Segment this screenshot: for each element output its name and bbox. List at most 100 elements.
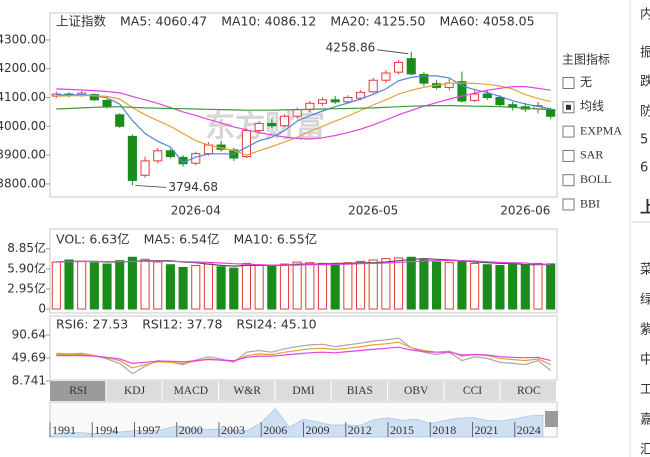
sidebar-item[interactable]: 嘉 [640, 413, 650, 428]
volume-bar [482, 264, 492, 310]
volume-bar [419, 259, 429, 310]
candle-body [419, 73, 429, 84]
volume-bar [444, 262, 454, 310]
checkbox[interactable] [562, 125, 575, 138]
tab[interactable] [50, 381, 106, 401]
range-handle[interactable] [545, 411, 558, 427]
y-tick-label: 4100.00 [0, 90, 46, 104]
volume-bar [533, 262, 543, 310]
year-label: 2021 [475, 423, 499, 437]
volume-bar [406, 256, 416, 310]
candle-body [406, 58, 416, 75]
year-label: 1994 [94, 423, 118, 437]
tab-label[interactable]: DMI [292, 385, 315, 397]
sidebar-item[interactable]: 跌 [640, 74, 650, 90]
tab[interactable] [388, 381, 444, 401]
candle-body [343, 97, 353, 103]
volume-panel [49, 228, 558, 314]
sidebar-item[interactable]: 振 [640, 46, 650, 61]
volume-bar [216, 266, 226, 310]
volume-bar [153, 261, 163, 310]
indicator-option[interactable]: EXPMA [580, 123, 622, 137]
y-tick-label: 0 [38, 302, 46, 316]
series-line [56, 82, 551, 156]
sidebar-item[interactable]: 菜 [640, 263, 650, 278]
sidebar-item[interactable]: 上 [640, 198, 650, 217]
candle-body [254, 122, 264, 132]
indicator-option[interactable]: BOLL [580, 172, 611, 186]
legend-item: RSI12: 37.78 [142, 317, 222, 332]
candle-body [482, 93, 492, 99]
year-label: 2006 [263, 423, 287, 437]
tab[interactable] [275, 381, 331, 401]
year-label: 2003 [221, 423, 245, 437]
indicator-title: 主图指标 [562, 52, 610, 67]
checkbox[interactable] [562, 198, 575, 211]
y-tick-label: 4200.00 [0, 61, 46, 75]
tab-label[interactable]: BIAS [347, 385, 373, 397]
legend-item: MA5: 6.54亿 [144, 232, 220, 247]
candle-body [394, 61, 404, 73]
candle-body [89, 94, 99, 101]
legend-item: MA5: 4060.47 [120, 14, 207, 29]
checkbox[interactable] [562, 174, 575, 187]
tab-label[interactable]: OBV [404, 385, 429, 397]
tab[interactable] [500, 381, 556, 401]
indicator-option[interactable]: 均线 [580, 99, 604, 113]
candle-body [292, 109, 302, 117]
volume-bar [279, 263, 290, 310]
tab[interactable] [219, 381, 275, 401]
legend-item: MA20: 4125.50 [330, 14, 425, 29]
y-tick-label: 49.69 [12, 350, 46, 364]
volume-bar [267, 265, 277, 310]
tab[interactable] [331, 381, 387, 401]
sidebar-item[interactable]: 绿 [640, 293, 650, 308]
tab-label[interactable]: RSI [69, 385, 87, 397]
year-label: 2015 [390, 423, 414, 437]
volume-bar [470, 262, 480, 310]
tab-label[interactable]: CCI [463, 385, 482, 397]
legend-item: RSI24: 45.10 [236, 317, 316, 332]
volume-bar [178, 266, 188, 310]
sidebar-item[interactable]: 中 [640, 353, 650, 368]
sidebar-item[interactable]: 6 [640, 161, 648, 176]
volume-bar [241, 262, 252, 310]
tab-label[interactable]: MACD [174, 385, 209, 397]
y-tick-label: 3800.00 [0, 176, 46, 190]
tab-label[interactable]: ROC [517, 385, 541, 397]
sidebar-item[interactable]: 紫 [640, 323, 650, 338]
volume-bar [495, 264, 505, 310]
legend-item: MA10: 6.55亿 [233, 232, 317, 247]
sidebar-item[interactable]: 内 [640, 7, 650, 23]
year-label: 2012 [348, 423, 372, 437]
indicator-option[interactable]: BBI [580, 196, 600, 210]
checkbox-mark [566, 104, 571, 110]
indicator-option[interactable]: 无 [580, 75, 592, 89]
series-line [56, 86, 551, 140]
sidebar-item[interactable]: 防 [640, 104, 650, 120]
tab[interactable] [444, 381, 500, 401]
tab-label[interactable]: W&R [233, 385, 261, 397]
tab[interactable] [162, 381, 218, 401]
annotation: 4258.86 [326, 40, 376, 54]
candle-body [267, 122, 277, 127]
year-label: 2024 [517, 423, 541, 437]
checkbox[interactable] [562, 149, 575, 162]
indicator-option[interactable]: SAR [580, 148, 603, 162]
candle-body [102, 99, 112, 107]
volume-bar [64, 259, 74, 310]
checkbox[interactable] [562, 77, 575, 89]
y-tick-label: 3900.00 [0, 148, 46, 162]
sidebar-item[interactable]: 工 [640, 383, 650, 398]
volume-bar [330, 264, 340, 310]
sidebar-item[interactable]: 5 [640, 133, 648, 148]
candle-body [546, 109, 556, 117]
tab-label[interactable]: KDJ [124, 385, 146, 397]
volume-bar [305, 262, 315, 310]
volume-bar [317, 262, 328, 310]
sidebar-item[interactable]: 汇 [640, 443, 650, 457]
tab[interactable] [106, 381, 162, 401]
candle-body [381, 72, 391, 81]
volume-bar [254, 264, 264, 310]
volume-bar [203, 263, 213, 310]
